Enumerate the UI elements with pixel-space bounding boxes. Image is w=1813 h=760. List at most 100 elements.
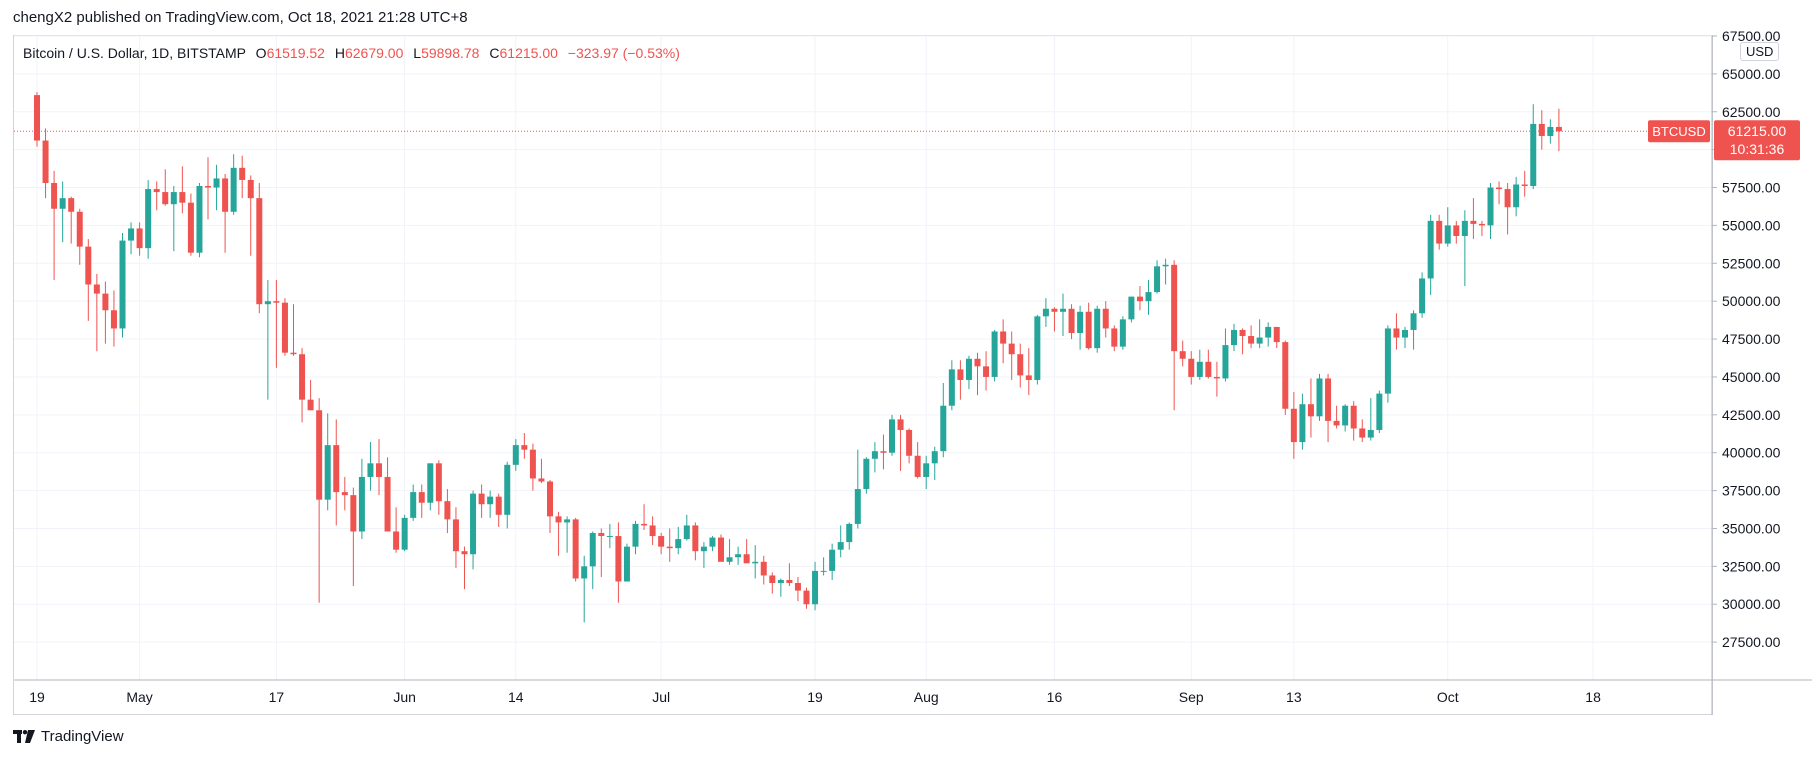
candle-body[interactable] (1248, 336, 1255, 344)
candle-body[interactable] (1051, 308, 1058, 312)
candle-body[interactable] (504, 464, 511, 515)
candle-body[interactable] (529, 449, 536, 479)
candle-body[interactable] (589, 533, 596, 567)
candle-body[interactable] (1034, 316, 1041, 380)
candle-body[interactable] (718, 537, 724, 562)
candle-body[interactable] (1444, 225, 1451, 244)
candle-body[interactable] (641, 523, 648, 526)
candle-body[interactable] (948, 369, 955, 406)
candle-body[interactable] (752, 561, 759, 564)
candle-body[interactable] (581, 566, 588, 579)
candle-body[interactable] (1136, 296, 1143, 302)
candle-body[interactable] (1290, 408, 1297, 443)
candle-body[interactable] (572, 519, 579, 579)
candle-body[interactable] (102, 293, 109, 311)
candle-body[interactable] (1410, 313, 1417, 330)
candle-body[interactable] (700, 546, 707, 552)
candle-body[interactable] (623, 546, 630, 582)
candle-body[interactable] (538, 478, 545, 482)
candle-body[interactable] (34, 95, 40, 141)
candle-body[interactable] (51, 182, 58, 209)
candle-body[interactable] (76, 211, 83, 247)
candle-body[interactable] (333, 445, 340, 493)
candle-body[interactable] (547, 481, 553, 517)
candle-body[interactable] (1461, 220, 1468, 237)
candle-body[interactable] (316, 410, 323, 500)
candle-body[interactable] (350, 495, 357, 532)
candle-body[interactable] (726, 557, 733, 562)
candle-body[interactable] (93, 284, 100, 294)
candle-body[interactable] (820, 570, 827, 572)
candle-body[interactable] (1427, 220, 1434, 279)
candle-body[interactable] (632, 523, 639, 547)
candle-body[interactable] (957, 369, 964, 380)
candle-body[interactable] (1025, 375, 1032, 380)
candle-body[interactable] (974, 358, 981, 367)
candle-body[interactable] (1085, 311, 1092, 349)
candle-body[interactable] (692, 525, 699, 552)
candle-body[interactable] (940, 405, 947, 452)
candle-body[interactable] (1239, 329, 1246, 337)
candle-body[interactable] (1000, 331, 1007, 344)
candle-body[interactable] (170, 192, 177, 205)
candle-body[interactable] (1530, 123, 1537, 187)
candle-body[interactable] (119, 240, 126, 329)
candle-body[interactable] (145, 189, 152, 249)
candle-body[interactable] (299, 354, 306, 400)
candle-body[interactable] (42, 140, 49, 183)
candle-body[interactable] (1513, 184, 1520, 208)
candle-body[interactable] (256, 198, 263, 305)
candle-body[interactable] (1376, 393, 1383, 430)
candle-body[interactable] (1470, 220, 1477, 224)
candle-body[interactable] (418, 492, 425, 503)
candle-body[interactable] (897, 419, 904, 430)
candle-body[interactable] (1162, 264, 1169, 267)
candle-body[interactable] (196, 186, 203, 253)
candle-body[interactable] (1367, 429, 1374, 438)
candle-body[interactable] (444, 501, 451, 520)
candle-body[interactable] (1060, 308, 1066, 312)
candle-body[interactable] (478, 493, 485, 505)
candle-body[interactable] (906, 429, 913, 456)
candle-body[interactable] (837, 542, 844, 550)
candle-body[interactable] (880, 451, 887, 453)
candle-body[interactable] (452, 519, 459, 552)
legend-symbol[interactable]: Bitcoin / U.S. Dollar, 1D, BITSTAMP (23, 45, 246, 61)
candle-body[interactable] (1453, 225, 1460, 237)
candle-body[interactable] (1196, 361, 1203, 377)
candle-body[interactable] (1496, 187, 1503, 190)
candle-body[interactable] (521, 445, 528, 450)
candle-body[interactable] (931, 451, 938, 464)
candle-body[interactable] (341, 492, 348, 496)
candle-body[interactable] (1205, 361, 1212, 377)
candle-body[interactable] (1555, 126, 1562, 132)
candle-body[interactable] (264, 301, 271, 305)
candle-body[interactable] (1017, 354, 1024, 376)
candle-body[interactable] (991, 331, 998, 377)
candle-body[interactable] (461, 551, 468, 555)
candle-body[interactable] (1325, 378, 1332, 421)
candle-body[interactable] (965, 358, 972, 380)
candle-body[interactable] (1008, 343, 1015, 355)
candle-body[interactable] (290, 352, 297, 355)
candle-body[interactable] (367, 463, 374, 477)
candle-body[interactable] (735, 554, 742, 558)
candle-body[interactable] (1222, 345, 1229, 379)
candle-body[interactable] (1102, 308, 1109, 329)
candle-body[interactable] (128, 228, 135, 241)
candle-body[interactable] (743, 554, 750, 564)
candle-body[interactable] (709, 537, 716, 547)
candle-body[interactable] (213, 178, 220, 188)
candle-body[interactable] (376, 463, 382, 477)
candle-body[interactable] (923, 463, 930, 477)
candle-body[interactable] (794, 583, 801, 591)
candle-body[interactable] (1333, 420, 1340, 426)
candle-body[interactable] (179, 192, 186, 203)
candle-body[interactable] (1487, 187, 1494, 226)
candle-body[interactable] (760, 561, 767, 576)
candle-body[interactable] (666, 546, 673, 549)
candle-body[interactable] (358, 476, 365, 532)
candle-body[interactable] (110, 310, 117, 329)
candle-body[interactable] (829, 549, 836, 571)
